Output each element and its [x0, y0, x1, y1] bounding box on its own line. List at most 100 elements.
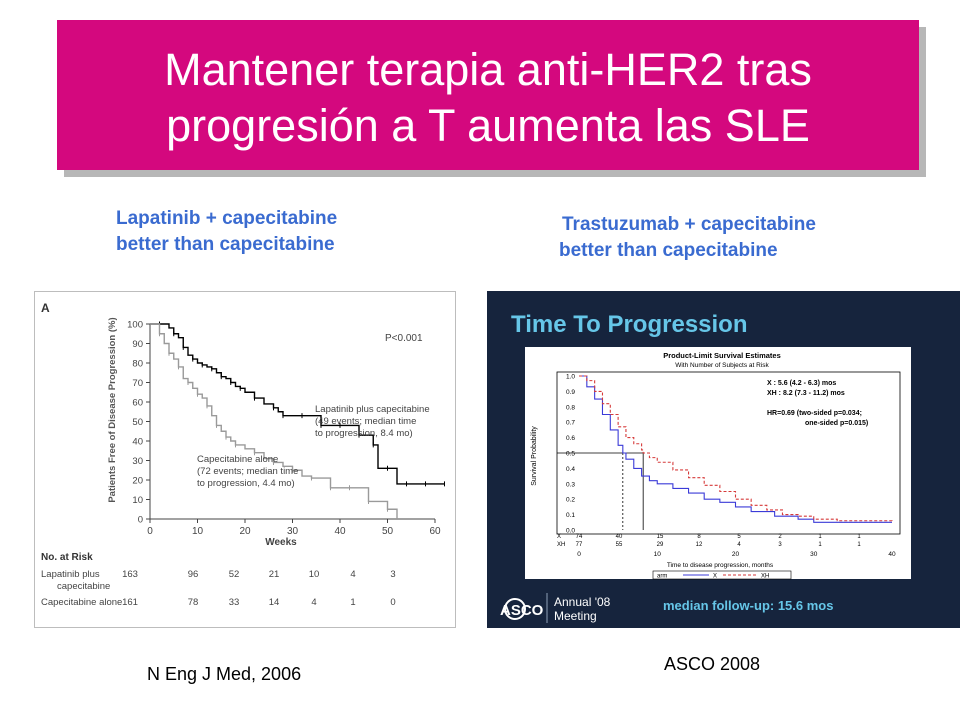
left-y-tick-label: 10 [132, 495, 143, 506]
series-annotation: (49 events; median time [315, 416, 416, 427]
left-y-tick-label: 100 [127, 320, 143, 331]
right-at-risk-value: 55 [616, 542, 623, 548]
left-x-tick-label: 20 [239, 526, 251, 537]
stat-line: X : 5.6 (4.2 - 6.3) mos [767, 380, 836, 387]
right-at-risk-value: 3 [778, 542, 782, 548]
right-at-risk-value: 40 [616, 534, 623, 540]
left-x-tick-label: 30 [287, 526, 299, 537]
left-y-tick-label: 60 [132, 398, 143, 409]
right-at-risk-value: 1 [818, 534, 822, 540]
right-at-risk-value: 12 [696, 542, 703, 548]
at-risk-label: Capecitabine alone [41, 597, 122, 608]
asco-slide-panel: Time To Progression Product-Limit Surviv… [487, 291, 960, 628]
right-y-tick-label: 0.1 [566, 512, 575, 519]
asco-logo-icon [504, 598, 526, 620]
legend-title: arm [657, 574, 667, 580]
meeting-line-2: Meeting [554, 609, 597, 623]
right-x-tick-label: 20 [732, 551, 740, 558]
right-at-risk-label: X [557, 534, 561, 540]
followup-text: median follow-up: 15.6 mos [663, 598, 833, 613]
left-subtitle: Lapatinib + capecitabine better than cap… [116, 206, 337, 258]
left-y-tick-label: 30 [132, 456, 143, 467]
at-risk-value: 14 [269, 597, 280, 608]
left-y-tick-label: 20 [132, 476, 143, 487]
at-risk-value: 163 [122, 569, 138, 580]
right-y-tick-label: 0.4 [566, 466, 575, 473]
asco-slide-header: Time To Progression [511, 311, 748, 338]
right-chart-subtitle: With Number of Subjects at Risk [675, 362, 769, 369]
right-y-axis-label: Survival Probability [531, 426, 538, 486]
stat-line: one-sided p=0.015) [805, 420, 868, 427]
right-at-risk-value: 2 [778, 534, 782, 540]
left-y-tick-label: 50 [132, 417, 143, 428]
legend-box [652, 570, 792, 580]
series-annotation: to progression, 8.4 mo) [315, 428, 413, 439]
right-at-risk-value: 1 [818, 542, 822, 548]
slide-title-box: Mantener terapia anti-HER2 tras progresi… [57, 20, 919, 170]
right-subtitle: Trastuzumab + capecitabine better than c… [559, 212, 816, 264]
right-y-tick-label: 0.3 [566, 481, 575, 488]
left-y-tick-label: 70 [132, 378, 143, 389]
at-risk-label: Lapatinib plus [41, 569, 100, 580]
right-at-risk-value: 1 [857, 534, 861, 540]
km-chart-lapatinib: A Patients Free of Disease Progression (… [41, 301, 445, 608]
km-chart-trastuzumab: Time To Progression Product-Limit Surviv… [500, 311, 911, 623]
asco-logo-text: ASCO [500, 602, 544, 619]
left-citation: N Eng J Med, 2006 [147, 664, 302, 684]
right-y-tick-label: 0.7 [566, 420, 575, 427]
left-x-tick-label: 40 [334, 526, 346, 537]
stat-line: HR=0.69 (two-sided p=0.034; [767, 410, 862, 417]
at-risk-value: 4 [311, 597, 316, 608]
p-value-label: P<0.001 [385, 333, 423, 344]
legend-label-xh: XH [761, 574, 769, 580]
series-line-capecitabine [150, 323, 398, 519]
stat-line: XH : 8.2 (7.3 - 11.2) mos [767, 390, 845, 397]
right-x-tick-label: 0 [577, 551, 581, 558]
left-x-tick-label: 10 [192, 526, 204, 537]
right-subtitle-line-2: better than capecitabine [559, 240, 778, 261]
at-risk-value: 96 [188, 569, 199, 580]
left-y-tick-label: 90 [132, 339, 143, 350]
panel-label: A [41, 301, 50, 315]
right-x-tick-label: 30 [810, 551, 818, 558]
right-chart-title: Product-Limit Survival Estimates [663, 351, 781, 360]
meeting-line-1: Annual '08 [554, 595, 611, 609]
at-risk-title: No. at Risk [41, 552, 93, 563]
series-line-lapatinib [150, 323, 445, 485]
series-line-x [579, 375, 892, 523]
left-y-tick-label: 80 [132, 359, 143, 370]
right-citation: ASCO 2008 [664, 654, 761, 674]
at-risk-value: 78 [188, 597, 199, 608]
right-at-risk-value: 74 [576, 534, 583, 540]
slide-title-line-1: Mantener terapia anti-HER2 tras [164, 44, 812, 95]
left-subtitle-line-2: better than capecitabine [116, 234, 335, 255]
left-y-tick-label: 40 [132, 437, 143, 448]
right-y-tick-label: 0.2 [566, 497, 575, 504]
right-at-risk-value: 1 [857, 542, 861, 548]
right-at-risk-value: 29 [657, 542, 664, 548]
at-risk-value: 3 [390, 569, 395, 580]
right-x-tick-label: 40 [888, 551, 896, 558]
legend-label-x: X [713, 574, 717, 580]
at-risk-value: 21 [269, 569, 280, 580]
right-at-risk-value: 77 [576, 542, 583, 548]
right-at-risk-value: 8 [697, 534, 701, 540]
left-y-axis-label: Patients Free of Disease Progression (%) [107, 317, 118, 502]
right-y-tick-label: 1.0 [566, 374, 575, 381]
at-risk-label: capecitabine [57, 581, 110, 592]
right-at-risk-value: 4 [737, 542, 741, 548]
km-chart-lapatinib-panel: A Patients Free of Disease Progression (… [34, 291, 456, 628]
right-y-tick-label: 0.6 [566, 435, 575, 442]
right-x-tick-label: 10 [654, 551, 662, 558]
right-at-risk-value: 15 [657, 534, 664, 540]
at-risk-value: 161 [122, 597, 138, 608]
slide-title-line-2: progresión a T aumenta las SLE [166, 100, 810, 151]
at-risk-value: 1 [350, 597, 355, 608]
left-x-tick-label: 50 [382, 526, 394, 537]
series-annotation: (72 events; median time [197, 466, 298, 477]
series-annotation: to progression, 4.4 mo) [197, 478, 295, 489]
at-risk-value: 4 [350, 569, 355, 580]
series-annotation: Lapatinib plus capecitabine [315, 404, 430, 415]
right-subtitle-line-1: Trastuzumab + capecitabine [562, 214, 816, 235]
right-at-risk-value: 5 [737, 534, 741, 540]
